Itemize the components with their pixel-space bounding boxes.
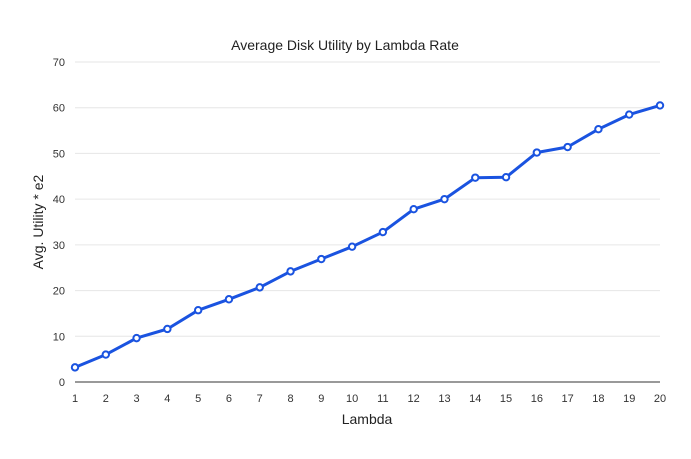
data-point[interactable] <box>501 173 511 182</box>
data-point[interactable] <box>347 242 357 251</box>
series-group <box>70 101 665 372</box>
data-point[interactable] <box>655 101 665 110</box>
x-tick-label: 10 <box>346 393 358 405</box>
x-tick-label: 5 <box>195 393 201 405</box>
y-tick-label: 10 <box>53 331 65 343</box>
x-tick-label: 2 <box>103 393 109 405</box>
data-point[interactable] <box>193 306 203 315</box>
x-tick-label: 15 <box>500 393 512 405</box>
data-point[interactable] <box>378 227 388 237</box>
series-line <box>73 103 662 369</box>
data-point[interactable] <box>101 350 110 359</box>
chart-title: Average Disk Utility by Lambda Rate <box>231 37 459 53</box>
x-tick-label: 7 <box>257 393 263 405</box>
data-point[interactable] <box>317 254 326 264</box>
y-tick-label: 50 <box>53 148 65 160</box>
data-point[interactable] <box>563 142 572 152</box>
x-tick-label: 11 <box>377 393 388 405</box>
x-tick-label: 8 <box>287 393 293 405</box>
y-tick-label: 30 <box>53 240 65 252</box>
x-tick-label: 9 <box>318 393 324 405</box>
data-point[interactable] <box>224 295 234 304</box>
y-tick-label: 70 <box>53 57 65 69</box>
data-point[interactable] <box>132 333 141 343</box>
y-axis-ticks: 0 10 20 30 40 50 60 70 <box>53 57 65 389</box>
x-tick-label: 4 <box>164 393 170 405</box>
y-tick-label: 60 <box>53 103 65 115</box>
data-point[interactable] <box>625 110 634 119</box>
x-tick-label: 6 <box>226 393 232 405</box>
data-point[interactable] <box>532 148 542 157</box>
data-point[interactable] <box>409 205 418 214</box>
x-tick-label: 18 <box>592 393 604 405</box>
data-point[interactable] <box>440 194 449 204</box>
x-tick-label: 14 <box>469 393 481 405</box>
grid-lines <box>75 61 660 337</box>
x-tick-label: 1 <box>72 393 78 405</box>
y-tick-label: 40 <box>53 194 65 206</box>
x-tick-label: 20 <box>654 393 666 405</box>
x-tick-label: 19 <box>623 393 635 405</box>
x-tick-label: 3 <box>134 393 140 405</box>
x-axis-label: Lambda <box>342 411 393 427</box>
x-tick-label: 16 <box>531 393 543 405</box>
data-point[interactable] <box>255 283 264 292</box>
x-tick-label: 13 <box>438 393 450 405</box>
data-point[interactable] <box>163 324 172 334</box>
x-tick-label: 12 <box>408 393 420 405</box>
data-point[interactable] <box>286 267 295 276</box>
y-tick-label: 0 <box>59 377 65 389</box>
data-point[interactable] <box>70 363 80 372</box>
y-axis-label: Avg. Utility * e2 <box>30 174 46 269</box>
data-point[interactable] <box>471 173 480 182</box>
x-axis-ticks: 1 2 3 4 5 6 7 8 9 10 11 12 13 14 15 16 17 18 19 20 <box>72 393 666 405</box>
data-point[interactable] <box>594 125 603 134</box>
y-tick-label: 20 <box>53 286 65 298</box>
x-tick-label: 17 <box>562 393 574 405</box>
